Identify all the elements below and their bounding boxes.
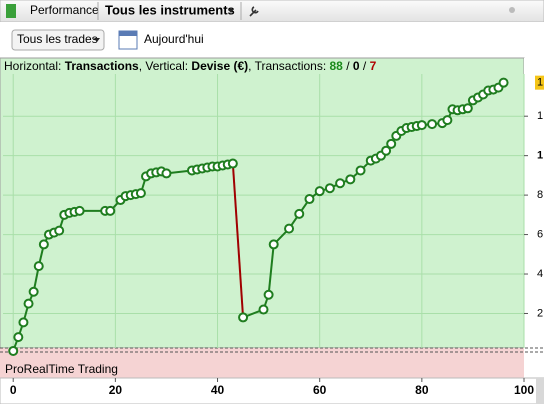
trade-marker (28, 286, 39, 297)
wrench-icon[interactable] (249, 6, 259, 17)
trade-marker (284, 223, 295, 234)
trade-marker (33, 261, 44, 272)
x-tick-label: 100 (514, 383, 534, 397)
trade-marker (23, 298, 34, 309)
header-part: / (343, 59, 353, 73)
trade-marker (345, 174, 356, 185)
trade-marker (135, 188, 146, 199)
trades-filter[interactable]: Tous les trades (17, 32, 98, 46)
dropdown-arrow (94, 38, 100, 42)
trade-marker (355, 165, 366, 176)
y-tick-label: 4 (537, 268, 543, 280)
trade-marker (427, 119, 438, 130)
x-tick-label: 80 (415, 383, 429, 397)
header-part: Transactions (65, 59, 139, 73)
header-part: / (360, 59, 370, 73)
trade-marker (324, 183, 335, 194)
header-part: Devise (€) (191, 59, 248, 73)
trade-marker (381, 145, 392, 156)
trade-marker (38, 239, 49, 250)
panel-label: ProRealTime Trading (5, 362, 118, 376)
trade-marker (18, 317, 29, 328)
header-part: Horizontal: (4, 59, 65, 73)
x-tick-label: 0 (10, 383, 17, 397)
trade-marker (294, 208, 305, 219)
trade-marker (238, 312, 249, 323)
trade-marker (498, 77, 509, 88)
trade-marker (105, 205, 116, 216)
trade-marker (386, 138, 397, 149)
chart-header: Horizontal: Transactions, Vertical: Devi… (4, 59, 377, 73)
x-tick-label: 20 (109, 383, 123, 397)
instrument-select[interactable]: Tous les instruments (105, 2, 235, 17)
header-part: , Transactions: (248, 59, 329, 73)
header-part: 7 (370, 59, 377, 73)
trade-marker (263, 289, 274, 300)
trade-marker (161, 168, 172, 179)
y-tick-label: 1 (537, 110, 543, 122)
trade-marker (462, 103, 473, 114)
trade-marker (258, 304, 269, 315)
scroll-edge (536, 378, 544, 404)
plot-area (0, 57, 525, 349)
period-filter[interactable]: Aujourd'hui (144, 32, 204, 46)
calendar-top (119, 31, 137, 36)
trade-marker (74, 205, 85, 216)
current-tag-label: 1 (537, 77, 543, 89)
trade-marker (227, 158, 238, 169)
sub-panel (0, 348, 524, 378)
app-icon (6, 4, 16, 18)
x-tick-label: 60 (313, 383, 327, 397)
equity-segment (267, 244, 275, 295)
trade-marker (268, 239, 279, 250)
trades-button[interactable] (11, 29, 105, 51)
header-part: 0 (353, 59, 360, 73)
dropdown-arrow (228, 9, 234, 13)
share-icon[interactable] (509, 7, 515, 13)
x-axis-panel (0, 377, 544, 404)
y-tick-label: 2 (537, 307, 543, 319)
x-tick-label: 40 (211, 383, 225, 397)
header-part: , Vertical: (139, 59, 192, 73)
y-axis-panel (524, 58, 544, 378)
trade-marker (416, 120, 427, 131)
trade-marker (442, 115, 453, 126)
trade-marker (54, 225, 65, 236)
y-tick-label: 1 (537, 150, 543, 162)
trade-marker (314, 186, 325, 197)
equity-segment (231, 163, 245, 318)
trade-marker (335, 178, 346, 189)
trade-marker (8, 345, 19, 356)
current-tag (535, 75, 544, 90)
chart: ProRealTime Trading Horizontal: Transact… (0, 57, 544, 404)
trade-marker (13, 332, 24, 343)
tab[interactable]: Performance (30, 3, 99, 17)
y-tick-label: 6 (537, 228, 543, 240)
y-tick-label: 8 (537, 189, 543, 201)
trade-marker (304, 194, 315, 205)
header-part: 88 (330, 59, 344, 73)
